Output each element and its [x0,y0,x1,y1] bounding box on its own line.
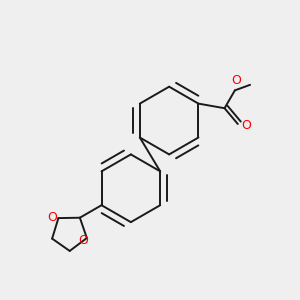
Text: O: O [78,235,88,248]
Text: O: O [231,74,241,87]
Text: O: O [241,119,251,132]
Text: O: O [47,211,57,224]
